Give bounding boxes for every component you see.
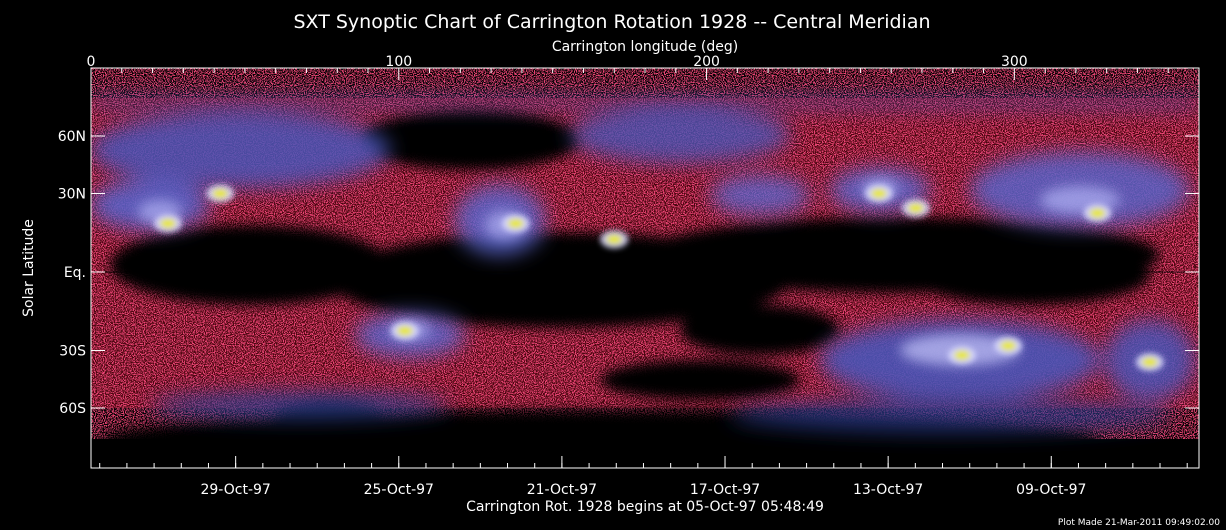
y-tick-label: 60S [59, 401, 86, 417]
active-region-core [870, 188, 887, 199]
y-tick-label: 30N [58, 186, 86, 202]
bottom-axis-label: Carrington Rot. 1928 begins at 05-Oct-97… [466, 499, 824, 515]
active-region-core [159, 218, 176, 229]
y-axis-label: Solar Latitude [21, 219, 37, 317]
bottom-tick-label: 13-Oct-97 [853, 482, 923, 498]
active-region-core [507, 218, 524, 229]
y-tick-label: 60N [58, 129, 86, 145]
plot-made-footer: Plot Made 21-Mar-2011 09:49:02.00 [1058, 518, 1220, 528]
top-axis-label: Carrington longitude (deg) [552, 39, 738, 55]
top-tick-label: 100 [385, 54, 412, 70]
active-regions [153, 184, 1164, 372]
active-region-core [606, 234, 623, 245]
active-region-core [1089, 208, 1106, 219]
dark-regions [100, 110, 1160, 468]
top-tick-label: 200 [693, 54, 720, 70]
active-region-core [396, 325, 413, 336]
y-tick-label: 30S [59, 344, 86, 360]
bottom-tick-label: 25-Oct-97 [364, 482, 434, 498]
active-region-core [954, 350, 971, 361]
synoptic-image [91, 98, 1199, 468]
active-region-core [212, 188, 229, 199]
active-region-core [907, 203, 924, 214]
bottom-tick-label: 09-Oct-97 [1016, 482, 1086, 498]
bottom-tick-label: 21-Oct-97 [527, 482, 597, 498]
y-tick-label: Eq. [64, 265, 86, 281]
active-region-core [1000, 340, 1017, 351]
chart-title: SXT Synoptic Chart of Carrington Rotatio… [293, 11, 930, 33]
top-tick-label: 300 [1001, 54, 1028, 70]
axis-ticks: 0 100 200 300 60N 30N Eq. 30S 60S 29-Oct-97 25-Oct… [58, 54, 1199, 498]
top-tick-label: 0 [87, 54, 96, 70]
bottom-tick-label: 29-Oct-97 [200, 482, 270, 498]
bottom-tick-label: 17-Oct-97 [690, 482, 760, 498]
active-region-core [1141, 357, 1158, 368]
